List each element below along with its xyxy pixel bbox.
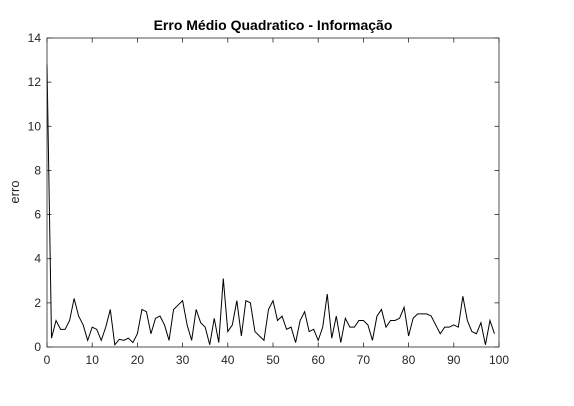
y-tick-label: 12 [28,75,42,89]
y-axis-label: erro [7,180,22,203]
x-tick-label: 90 [447,353,461,367]
y-tick-label: 4 [34,252,41,266]
y-tick-label: 2 [34,296,41,310]
x-tick-label: 40 [221,353,235,367]
series-line [46,64,495,347]
x-tick-label: 10 [86,353,100,367]
plot-frame [46,37,500,348]
x-tick-label: 100 [489,353,509,367]
y-tick-label: 14 [28,31,42,45]
axis-ticks: 0 10 20 30 40 50 60 70 80 90 100 0 2 4 6 8 10 12 14 [28,31,510,367]
x-tick-label: 50 [266,353,280,367]
x-tick-label: 0 [44,353,51,367]
y-tick-label: 8 [34,163,41,177]
y-tick-label: 0 [34,340,41,354]
y-tick-label: 6 [34,208,41,222]
x-tick-label: 80 [402,353,416,367]
y-tick-label: 10 [28,119,42,133]
chart-title: Erro Médio Quadratico - Informação [154,17,393,33]
x-tick-label: 20 [131,353,145,367]
x-tick-label: 60 [312,353,326,367]
x-tick-label: 30 [176,353,190,367]
plot-background [47,38,499,347]
x-tick-label: 70 [357,353,371,367]
